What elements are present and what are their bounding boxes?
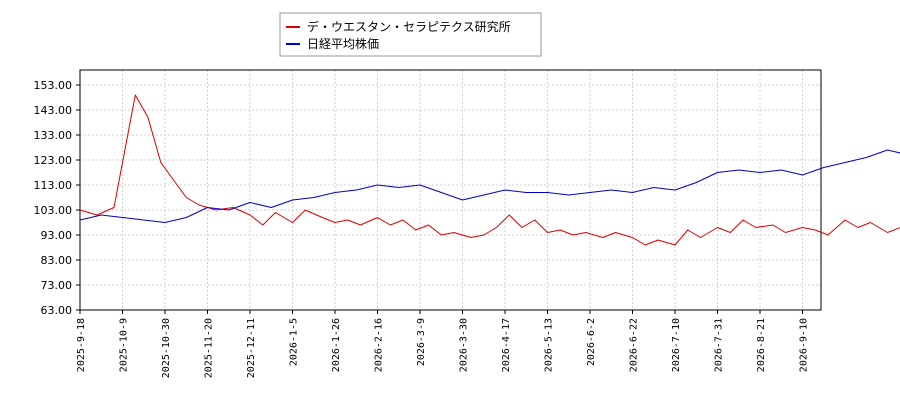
x-tick-label: 2026-8-21 [756,318,767,372]
x-tick-label: 2026-3-30 [459,318,470,372]
y-tick-label: 113.00 [34,179,73,192]
legend: デ・ウエスタン・セラピテクス研究所 日経平均株価 [279,12,542,57]
x-tick-label: 2026-5-13 [544,318,555,372]
x-tick-label: 2026-7-31 [714,318,725,372]
legend-box [279,12,542,57]
y-tick-label: 153.00 [34,79,73,92]
x-tick-label: 2025-11-20 [204,318,215,378]
y-tick-label: 123.00 [34,154,73,167]
legend-label-series-1: デ・ウエスタン・セラピテクス研究所 [307,19,511,34]
x-tick-label: 2026-2-16 [374,318,385,372]
series-group [79,94,900,246]
legend-label-series-2: 日経平均株価 [307,36,379,51]
plot-area [79,69,822,311]
series-line-1 [79,94,900,246]
x-tick-label: 2026-9-10 [799,318,810,372]
y-tick-label: 73.00 [41,279,73,292]
y-tick-label: 83.00 [41,254,73,267]
y-tick-label: 103.00 [34,204,73,217]
y-axis: 63.00 73.00 83.00 93.00 103.00 113.00 123.00 13… [34,79,80,317]
x-tick-label: 2025-10-30 [161,318,172,378]
x-tick-label: 2026-7-10 [671,318,682,372]
y-tick-label: 93.00 [41,229,73,242]
series-line-2 [79,149,900,223]
x-tick-label: 2026-4-17 [501,318,512,372]
x-tick-label: 2026-6-22 [629,318,640,372]
x-tick-label: 2026-1-26 [331,318,342,372]
x-tick-label: 2026-3-9 [416,318,427,366]
x-tick-label: 2025-10-9 [119,318,130,372]
x-tick-label: 2026-6-2 [586,318,597,366]
y-tick-label: 63.00 [41,304,73,317]
x-tick-label: 2026-1-5 [289,318,300,366]
x-axis: 2025-9-18 2025-10-9 2025-10-30 2025-11-20 20… [76,310,810,378]
x-tick-label: 2025-12-11 [246,318,257,378]
y-tick-label: 133.00 [34,129,73,142]
grid [79,70,821,311]
y-tick-label: 143.00 [34,104,73,117]
x-tick-label: 2025-9-18 [76,318,87,372]
